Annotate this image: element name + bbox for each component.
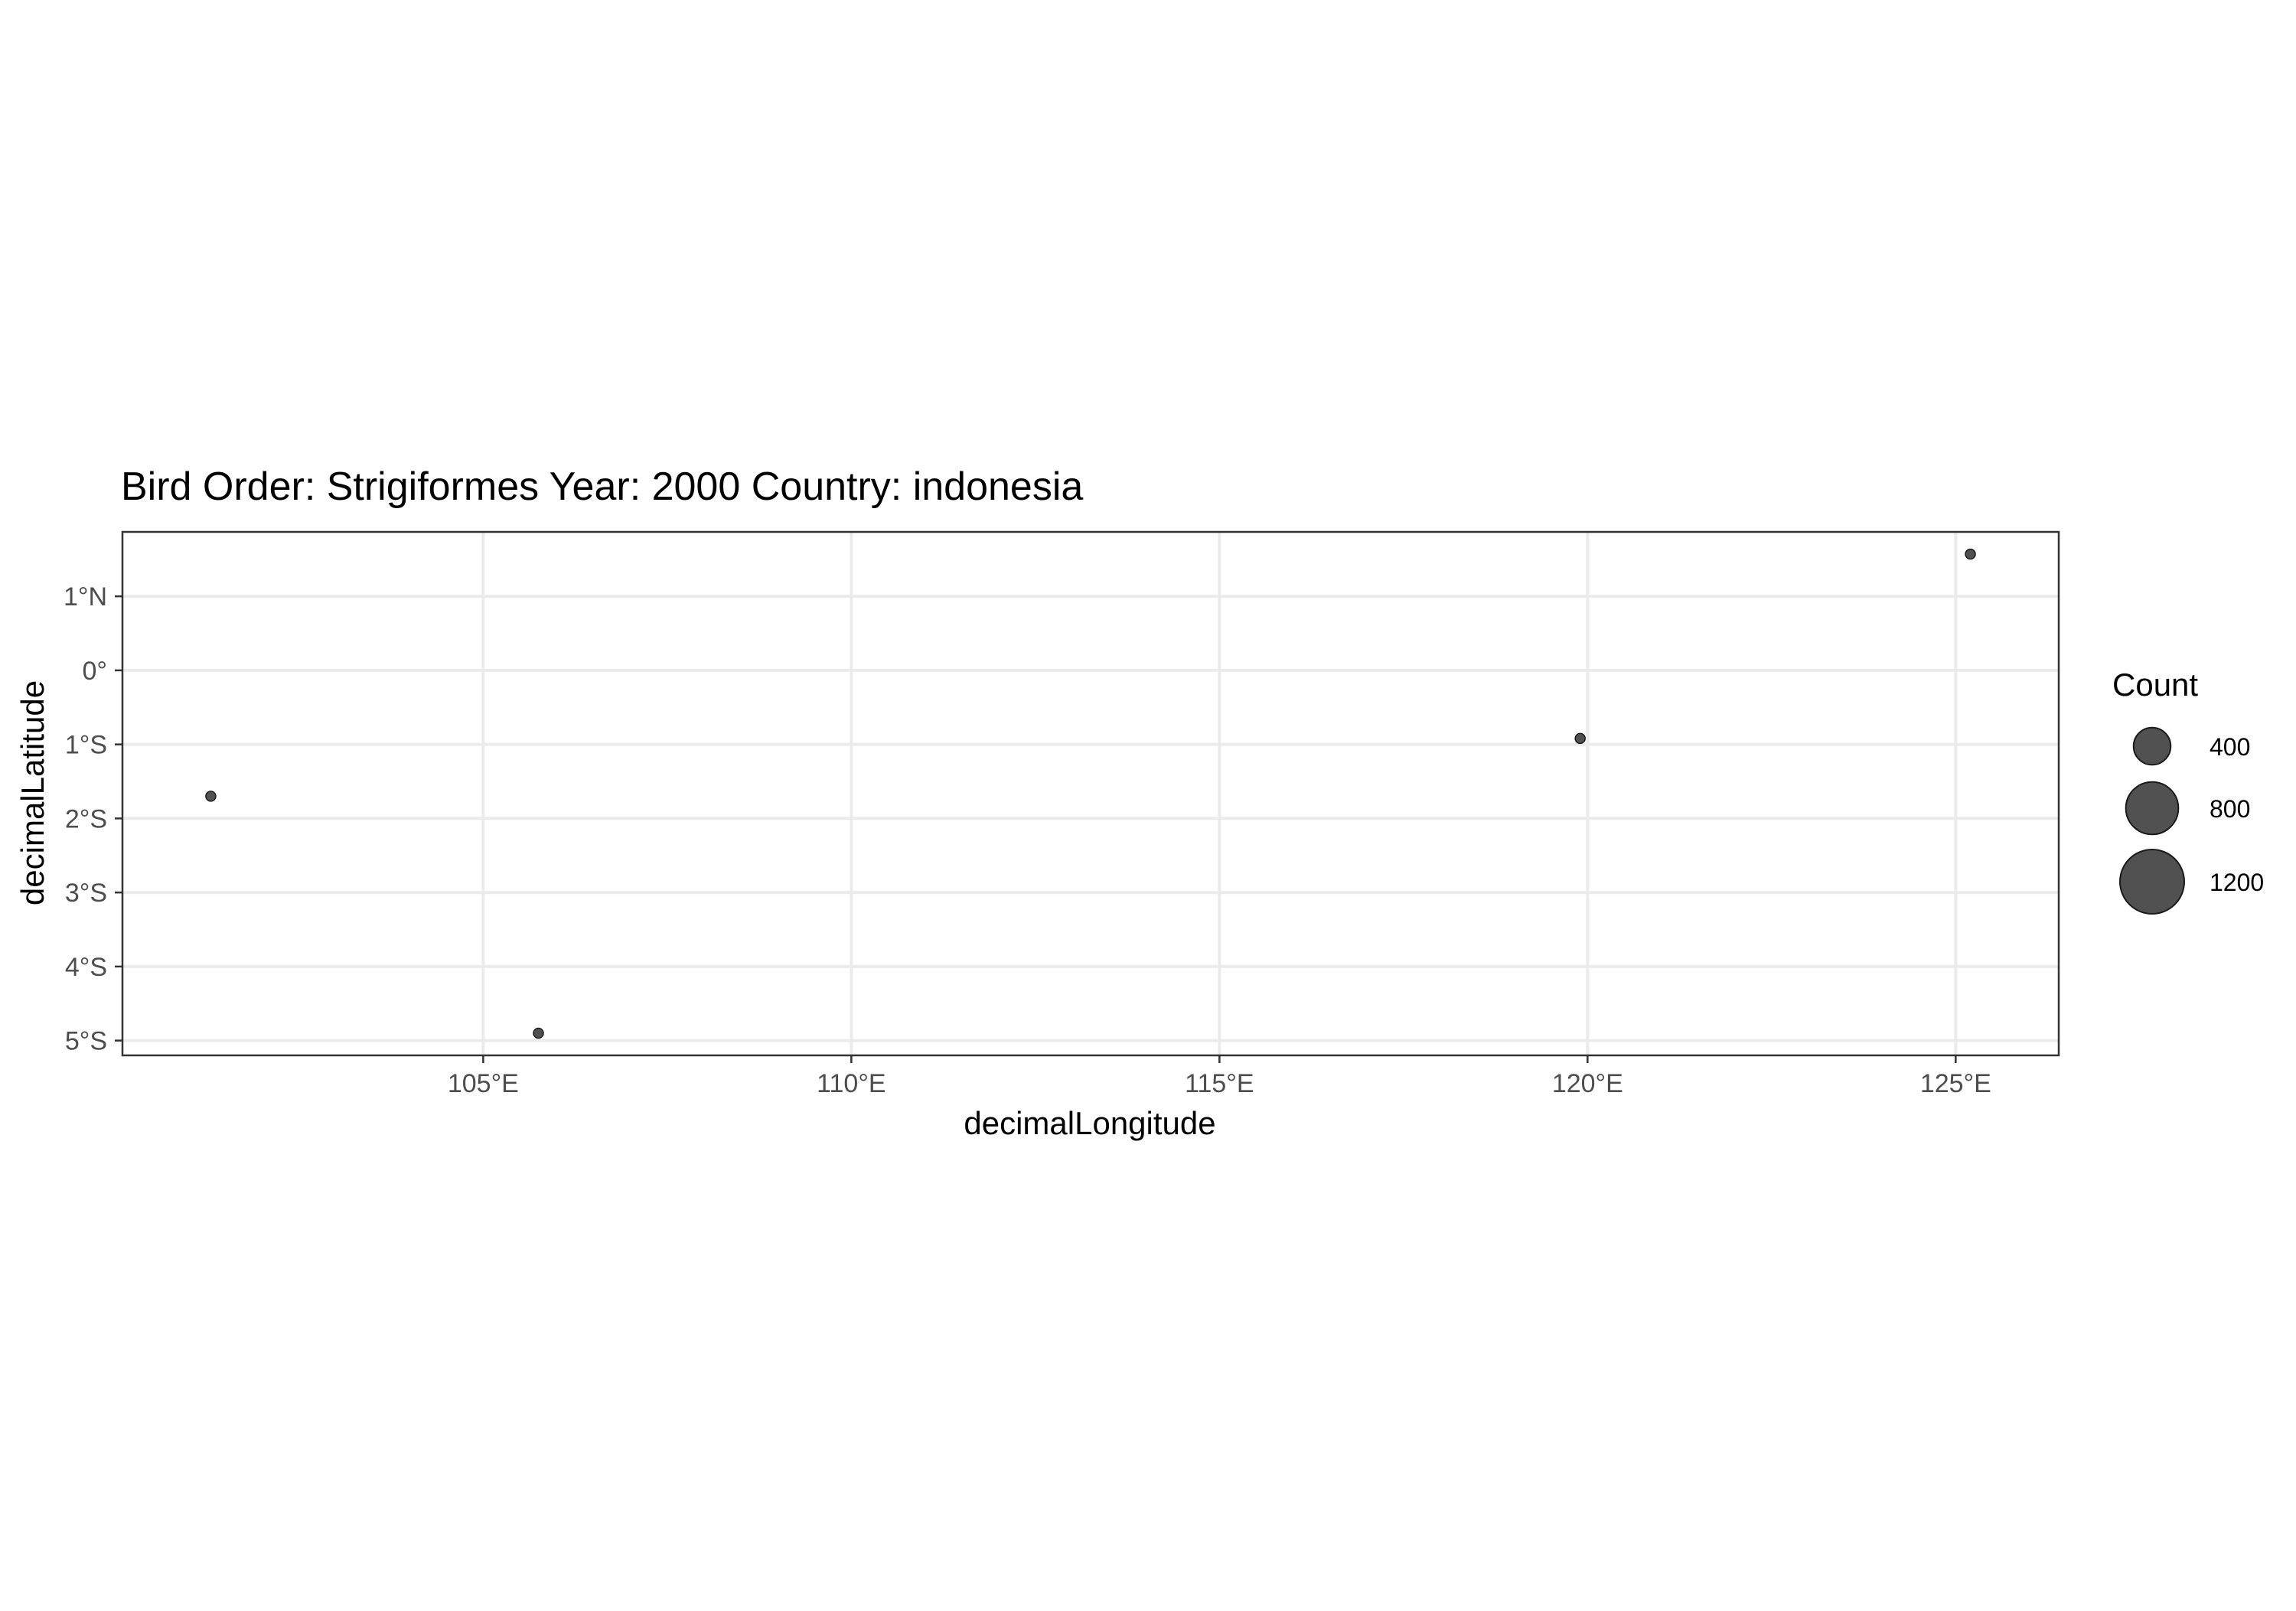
- y-tick-label: 0°: [82, 657, 107, 686]
- y-axis: 1°N 0° 1°S 2°S 3°S 4°S 5°S: [64, 582, 122, 1056]
- legend: Count 400 800 1200: [2112, 667, 2264, 915]
- data-point: [1574, 732, 1586, 745]
- y-tick-label: 5°S: [65, 1027, 107, 1056]
- gridlines: [122, 532, 2059, 1055]
- legend-size-key: [2132, 726, 2172, 766]
- x-tick-label: 105°E: [448, 1069, 519, 1098]
- y-tick-label: 1°N: [64, 582, 107, 611]
- legend-size-key: [2125, 781, 2180, 836]
- chart-title: Bird Order: Strigiformes Year: 2000 Coun…: [121, 465, 1083, 509]
- data-point: [205, 791, 217, 802]
- y-tick-label: 4°S: [65, 953, 107, 982]
- data-point: [533, 1027, 544, 1039]
- legend-entry-label: 1200: [2210, 869, 2264, 896]
- legend-title: Count: [2112, 667, 2198, 703]
- y-tick-label: 2°S: [65, 804, 107, 833]
- panel-background: [122, 532, 2059, 1055]
- plot-panel: [122, 532, 2059, 1055]
- x-axis: 105°E 110°E 115°E 120°E 125°E: [448, 1055, 1991, 1098]
- x-axis-title: decimalLongitude: [964, 1105, 1215, 1141]
- x-tick-label: 115°E: [1185, 1069, 1254, 1098]
- x-tick-label: 125°E: [1920, 1069, 1991, 1098]
- y-tick-label: 1°S: [65, 731, 107, 760]
- legend-size-key: [2119, 849, 2185, 915]
- x-tick-label: 120°E: [1552, 1069, 1623, 1098]
- data-points: [205, 548, 1976, 1039]
- legend-entry-label: 800: [2210, 795, 2250, 823]
- y-axis-title: decimalLatitude: [15, 680, 51, 905]
- x-tick-label: 110°E: [817, 1069, 885, 1098]
- panel-border: [121, 530, 2060, 1057]
- y-tick-label: 3°S: [65, 879, 107, 908]
- panel-frame: [121, 530, 2060, 1057]
- data-point: [1965, 548, 1976, 560]
- legend-entry-label: 400: [2210, 733, 2250, 761]
